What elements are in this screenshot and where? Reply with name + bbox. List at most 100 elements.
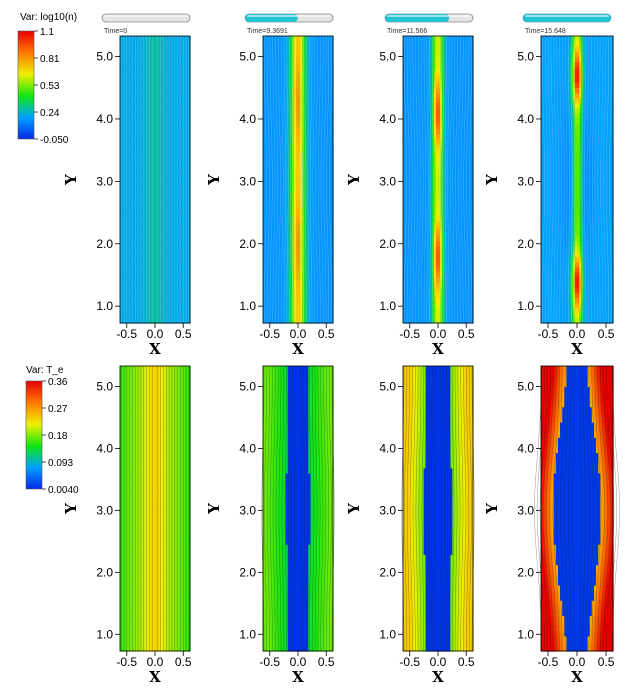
heatmap-cell [177,246,181,252]
heatmap-cell [140,169,144,175]
heatmap-cell [124,266,127,273]
heatmap-cell [142,118,146,124]
heatmap-cell [283,271,287,278]
heatmap-cell [157,97,160,104]
heatmap-cell [306,251,309,257]
heatmap-cell [155,169,158,175]
heatmap-cell [142,143,146,150]
heatmap-cell [269,292,272,298]
heatmap-cell [122,164,125,170]
heatmap-cell [185,276,189,283]
heatmap-cell [140,82,144,88]
heatmap-cell [126,133,129,140]
heatmap-cell [124,256,127,263]
heatmap-cell [171,287,175,293]
heatmap-cell [120,128,123,134]
heatmap-cell [126,210,129,216]
heatmap-cell [144,97,148,104]
heatmap-cell [120,77,123,83]
heatmap-cell [163,256,166,263]
heatmap-cell [295,235,299,242]
heatmap-cell [136,200,140,206]
heatmap-cell [291,256,295,263]
heatmap-cell [171,174,175,181]
heatmap-cell [310,189,314,196]
heatmap-cell [322,235,326,242]
heatmap-cell [126,312,129,319]
heatmap-cell [144,128,148,134]
heatmap-cell [302,246,305,252]
heatmap-cell [175,36,179,42]
heatmap-cell [179,317,183,324]
heatmap-cell [132,179,136,186]
heatmap-cell [144,164,148,170]
heatmap-cell [275,292,279,298]
heatmap-cell [324,128,328,134]
heatmap-cell [326,230,330,237]
heatmap-cell [132,220,136,227]
heatmap-cell [155,256,158,263]
heatmap-cell [163,107,166,114]
heatmap-cell [330,92,334,99]
y-tick-label: 3.0 [239,174,256,188]
heatmap-cell [263,159,266,165]
heatmap-cell [152,41,156,47]
heatmap-cell [302,118,305,124]
time-label: Time=9.3691 [247,28,288,35]
heatmap-cell [308,220,311,227]
heatmap-cell [157,71,160,78]
heatmap-cell [179,148,183,155]
heatmap-cell [285,312,289,319]
heatmap-cell [304,266,307,273]
heatmap-cell [273,128,276,134]
heatmap-cell [179,297,183,304]
heatmap-cell [316,220,320,227]
heatmap-cell [146,282,150,288]
heatmap-cell [326,241,330,247]
heatmap-cell [144,241,148,247]
heatmap-cell [293,138,297,145]
heatmap-cell [161,241,164,247]
heatmap-cell [308,205,311,211]
heatmap-cell [295,138,299,145]
heatmap-cell [177,194,181,201]
heatmap-cell [163,143,166,150]
heatmap-cell [152,251,156,257]
heatmap-cell [316,92,320,99]
heatmap-cell [300,287,303,293]
heatmap-cell [161,169,164,175]
heatmap-cell [330,123,334,129]
heatmap-cell [273,82,276,88]
heatmap-cell [318,225,322,232]
heatmap-cell [289,148,293,155]
heatmap-cell [120,102,123,109]
heatmap-cell [279,102,283,109]
heatmap-cell [169,189,173,196]
heatmap-cell [179,138,183,145]
heatmap-cell [175,164,179,170]
heatmap-cell [142,164,146,170]
heatmap-cell [146,112,150,119]
heatmap-cell [136,46,140,52]
heatmap-cell [269,302,272,309]
heatmap-cell [328,189,332,196]
heatmap-cell [138,92,142,99]
heatmap-cell [122,225,125,232]
heatmap-cell [312,292,316,298]
heatmap-cell [273,256,276,263]
heatmap-cell [320,317,324,324]
heatmap-cell [308,159,311,165]
heatmap-cell [324,246,328,252]
heatmap-cell [163,230,166,237]
heatmap-cell [263,169,266,175]
heatmap-cell [167,215,171,222]
heatmap-cell [167,317,171,324]
heatmap-cell [120,256,123,263]
heatmap-cell [155,210,158,216]
heatmap-cell [277,261,281,268]
heatmap-cell [324,225,328,232]
heatmap-cell [183,276,187,283]
heatmap-cell [177,205,181,211]
heatmap-cell [289,210,293,216]
heatmap-cell [283,133,287,140]
